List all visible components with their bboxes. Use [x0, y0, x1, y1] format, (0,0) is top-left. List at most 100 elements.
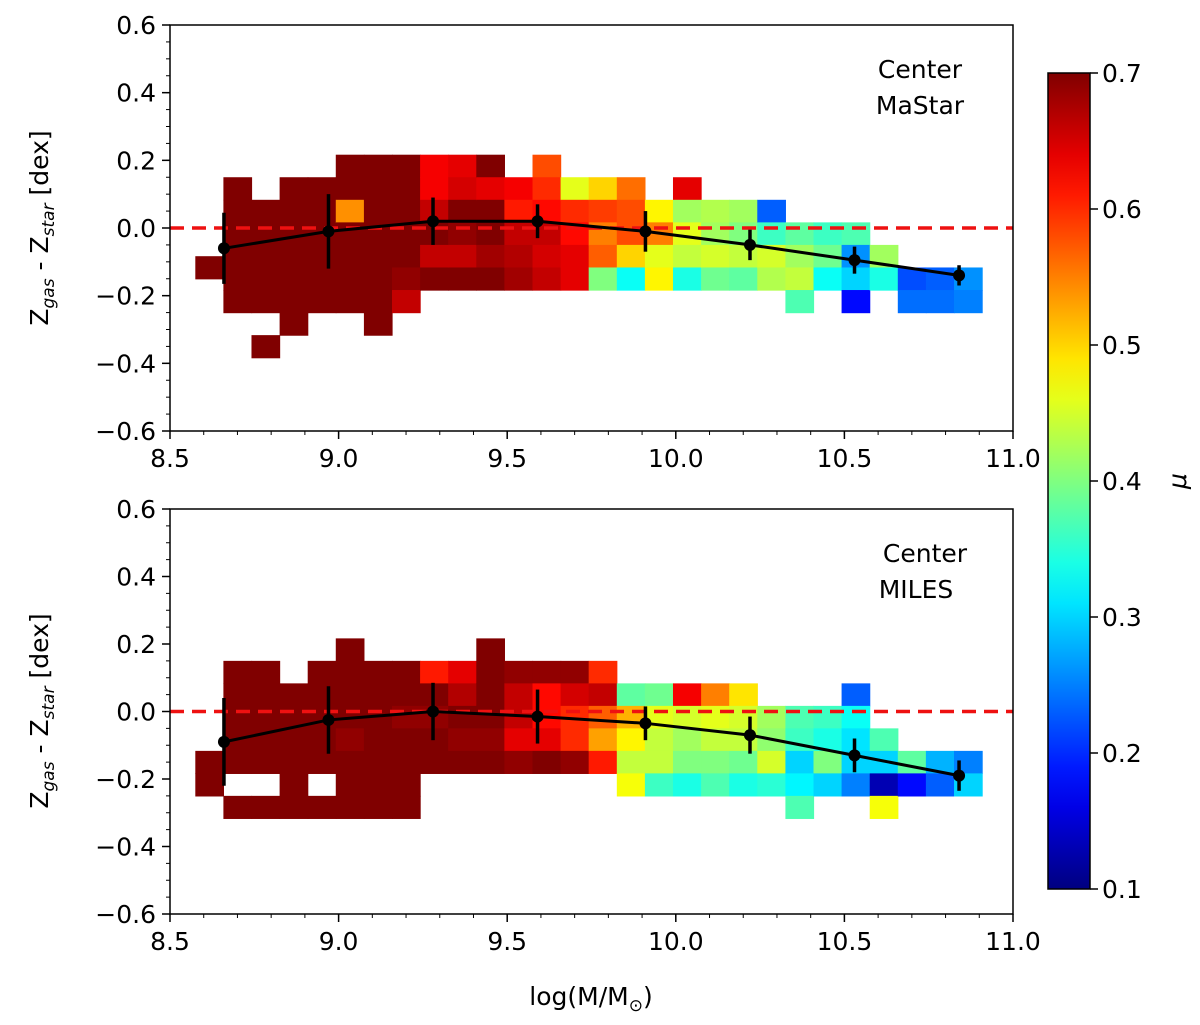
heatmap-bin — [504, 683, 534, 707]
trend-line — [223, 709, 960, 778]
median-trend — [217, 682, 966, 791]
trend-point — [639, 225, 652, 238]
heatmap-bin — [363, 267, 393, 291]
heatmap-bin — [335, 267, 365, 291]
heatmap-bin — [532, 660, 562, 684]
trend-point — [953, 269, 966, 282]
heatmap-bin — [279, 728, 309, 752]
heatmap-bin — [223, 244, 253, 269]
heatmap-bin — [363, 750, 393, 774]
heatmap-bin — [476, 222, 505, 246]
colorbar-tick-label: 0.3 — [1102, 603, 1142, 632]
heatmap-bin — [616, 177, 646, 201]
heatmap-bin — [560, 660, 590, 684]
heatmap-bin — [392, 795, 421, 819]
heatmap-bin — [616, 267, 646, 291]
heatmap-bin — [251, 705, 281, 729]
heatmap-bins — [195, 638, 983, 819]
heatmap-bin — [925, 290, 955, 314]
heatmap-bin — [335, 638, 365, 662]
heatmap-bin — [616, 683, 646, 707]
heatmap-bin — [251, 244, 281, 269]
heatmap-bin — [392, 660, 421, 684]
heatmap-bin — [392, 177, 421, 201]
heatmap-bin — [897, 267, 927, 291]
heatmap-bin — [195, 256, 224, 280]
heatmap-bin — [363, 728, 393, 752]
heatmap-bin — [644, 267, 674, 291]
heatmap-bin — [841, 683, 871, 707]
heatmap-bin — [223, 683, 253, 707]
heatmap-bin — [841, 705, 871, 729]
heatmap-bin — [841, 290, 871, 314]
heatmap-bin — [335, 154, 365, 178]
trend-point — [639, 717, 652, 730]
heatmap-bin — [363, 199, 393, 223]
annotation-line-2: MaStar — [876, 91, 965, 120]
heatmap-bin — [307, 683, 337, 707]
y-axis-label: Zgas - Zstar [dex] — [25, 613, 59, 808]
heatmap-bin — [504, 177, 534, 201]
x-tick-label: 10.5 — [817, 927, 873, 956]
heatmap-bin — [279, 267, 309, 291]
heatmap-bin — [448, 154, 477, 178]
annotation-line-1: Center — [883, 539, 968, 568]
trend-point — [531, 710, 544, 723]
heatmap-bin — [335, 750, 365, 774]
heatmap-bin — [813, 705, 843, 729]
heatmap-bin — [644, 728, 674, 752]
heatmap-bin — [588, 705, 618, 729]
heatmap-bin — [785, 773, 815, 797]
heatmap-bin — [504, 199, 534, 223]
heatmap-bin — [757, 750, 786, 774]
y-tick-label: 0.0 — [116, 698, 156, 727]
heatmap-bin — [757, 244, 786, 269]
heatmap-bin — [307, 728, 337, 752]
heatmap-bin — [504, 660, 534, 684]
trend-point — [848, 254, 861, 267]
x-axis-label: log(M/M⊙) — [529, 982, 652, 1016]
heatmap-bin — [644, 199, 674, 223]
axis-ticks: 8.5 9.0 9.5 10.0 10.5 11.0 −0.6 −0.4 −0.2 0.0 0.2 0… — [95, 495, 1041, 956]
heatmap-bin — [644, 683, 674, 707]
heatmap-bin — [757, 773, 786, 797]
heatmap-bin — [672, 222, 702, 246]
heatmap-bin — [307, 795, 337, 819]
heatmap-bin — [729, 267, 758, 291]
heatmap-bins — [195, 154, 983, 359]
colorbar-ticks: 0.1 0.2 0.3 0.4 0.5 0.6 0.7 — [1090, 59, 1142, 904]
heatmap-bin — [841, 773, 871, 797]
heatmap-bin — [363, 154, 393, 178]
heatmap-bin — [532, 728, 562, 752]
x-tick-label: 10.0 — [648, 444, 704, 473]
heatmap-bin — [785, 244, 815, 269]
heatmap-bin — [279, 750, 309, 774]
heatmap-bin — [616, 728, 646, 752]
heatmap-bin — [729, 683, 758, 707]
heatmap-bin — [223, 267, 253, 291]
heatmap-bin — [335, 244, 365, 269]
annotation-line-1: Center — [878, 55, 963, 84]
heatmap-bin — [644, 244, 674, 269]
heatmap-bin — [672, 773, 702, 797]
heatmap-bin — [363, 683, 393, 707]
heatmap-bin — [476, 660, 505, 684]
heatmap-bin — [195, 750, 224, 774]
heatmap-bin — [279, 683, 309, 707]
heatmap-bin — [588, 244, 618, 269]
heatmap-bin — [813, 222, 843, 246]
heatmap-bin — [841, 222, 871, 246]
heatmap-bin — [448, 267, 477, 291]
heatmap-bin — [363, 660, 393, 684]
heatmap-bin — [392, 705, 421, 729]
heatmap-bin — [813, 750, 843, 774]
y-tick-label: −0.4 — [95, 833, 156, 862]
heatmap-bin — [560, 267, 590, 291]
heatmap-bin — [363, 773, 393, 797]
x-tick-label: 9.0 — [319, 444, 359, 473]
heatmap-bin — [588, 267, 618, 291]
heatmap-bin — [504, 728, 534, 752]
heatmap-bin — [757, 222, 786, 246]
heatmap-bin — [363, 290, 393, 314]
x-tick-label: 11.0 — [985, 444, 1041, 473]
